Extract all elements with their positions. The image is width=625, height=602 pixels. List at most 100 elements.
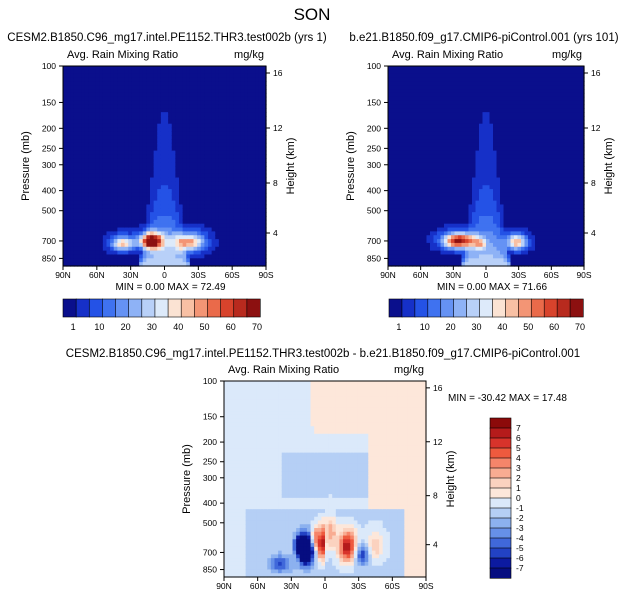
contour-cell xyxy=(222,169,227,175)
contour-cell xyxy=(88,139,93,144)
contour-cell xyxy=(398,208,403,213)
contour-cell xyxy=(251,173,256,179)
contour-cell xyxy=(153,81,158,86)
contour-cell xyxy=(244,235,249,240)
contour-cell xyxy=(179,254,184,259)
contour-cell xyxy=(70,219,75,225)
contour-cell xyxy=(412,135,417,140)
contour-cell xyxy=(412,96,417,102)
contour-cell xyxy=(142,127,147,132)
contour-cell xyxy=(229,196,234,202)
contour-cell xyxy=(451,123,456,129)
contour-cell xyxy=(482,250,487,256)
contour-cell xyxy=(433,96,438,102)
contour-cell xyxy=(179,77,184,82)
contour-cell xyxy=(171,254,176,259)
contour-cell xyxy=(222,89,227,94)
contour-cell xyxy=(131,246,137,252)
contour-cell xyxy=(211,92,216,98)
contour-cell xyxy=(135,135,140,140)
contour-cell xyxy=(398,216,403,221)
contour-cell xyxy=(521,254,526,259)
contour-cell xyxy=(135,227,140,232)
contour-cell xyxy=(247,231,253,236)
contour-cell xyxy=(500,223,505,229)
contour-cell xyxy=(66,262,71,267)
contour-cell xyxy=(486,154,491,159)
contour-cell xyxy=(391,92,396,98)
contour-cell xyxy=(454,116,459,121)
contour-cell xyxy=(251,66,256,71)
contour-cell xyxy=(117,112,122,117)
contour-cell xyxy=(153,212,158,217)
contour-cell xyxy=(255,239,260,244)
contour-cell xyxy=(258,185,263,190)
contour-cell xyxy=(247,139,253,144)
contour-cell xyxy=(440,77,445,82)
contour-cell xyxy=(521,96,526,102)
contour-cell xyxy=(135,69,140,75)
contour-cell xyxy=(66,254,71,259)
contour-cell xyxy=(175,66,180,71)
contour-cell xyxy=(121,227,126,232)
contour-cell xyxy=(160,169,166,175)
contour-cell xyxy=(416,204,421,209)
contour-cell xyxy=(142,227,147,232)
contour-cell xyxy=(189,92,195,98)
contour-cell xyxy=(229,219,234,225)
contour-cell xyxy=(146,242,151,248)
contour-cell xyxy=(168,116,173,121)
contour-cell xyxy=(124,242,129,248)
contour-cell xyxy=(168,142,173,148)
contour-cell xyxy=(454,231,459,236)
contour-cell xyxy=(451,204,456,209)
contour-cell xyxy=(81,127,86,132)
contour-cell xyxy=(168,246,173,252)
contour-cell xyxy=(423,135,428,140)
contour-cell xyxy=(388,169,393,175)
contour-cell xyxy=(433,92,438,98)
contour-cell xyxy=(95,112,100,117)
contour-cell xyxy=(226,216,231,221)
contour-cell xyxy=(426,81,431,86)
contour-cell xyxy=(204,119,209,125)
contour-cell xyxy=(507,189,512,194)
contour-cell xyxy=(479,169,484,175)
x-tick-label: 30N xyxy=(123,270,139,280)
contour-cell xyxy=(70,166,75,171)
contour-cell xyxy=(496,242,501,248)
contour-cell xyxy=(507,77,512,82)
contour-cell xyxy=(233,185,238,190)
contour-cell xyxy=(110,104,115,109)
contour-cell xyxy=(465,89,470,94)
contour-cell xyxy=(131,262,137,267)
contour-cell xyxy=(99,258,104,263)
contour-cell xyxy=(255,219,260,225)
contour-cell xyxy=(433,177,438,182)
contour-cell xyxy=(95,196,100,202)
contour-cell xyxy=(402,150,407,156)
contour-cell xyxy=(409,208,414,213)
contour-cell xyxy=(229,173,234,179)
contour-cell xyxy=(465,208,470,213)
contour-cell xyxy=(222,154,227,159)
contour-cell xyxy=(237,166,242,171)
contour-cell xyxy=(433,235,438,240)
contour-cell xyxy=(66,146,71,152)
contour-cell xyxy=(189,66,195,71)
contour-cell xyxy=(135,77,140,82)
contour-cell xyxy=(402,250,407,256)
contour-cell xyxy=(153,169,158,175)
contour-cell xyxy=(92,135,97,140)
contour-cell xyxy=(171,200,176,206)
contour-cell xyxy=(226,181,231,186)
contour-cell xyxy=(153,127,158,132)
contour-cell xyxy=(84,189,89,194)
contour-cell xyxy=(204,223,209,229)
contour-cell xyxy=(496,219,501,225)
contour-cell xyxy=(233,235,238,240)
contour-cell xyxy=(63,89,68,94)
contour-cell xyxy=(507,123,512,129)
contour-cell xyxy=(139,254,144,259)
contour-cell xyxy=(66,73,71,79)
